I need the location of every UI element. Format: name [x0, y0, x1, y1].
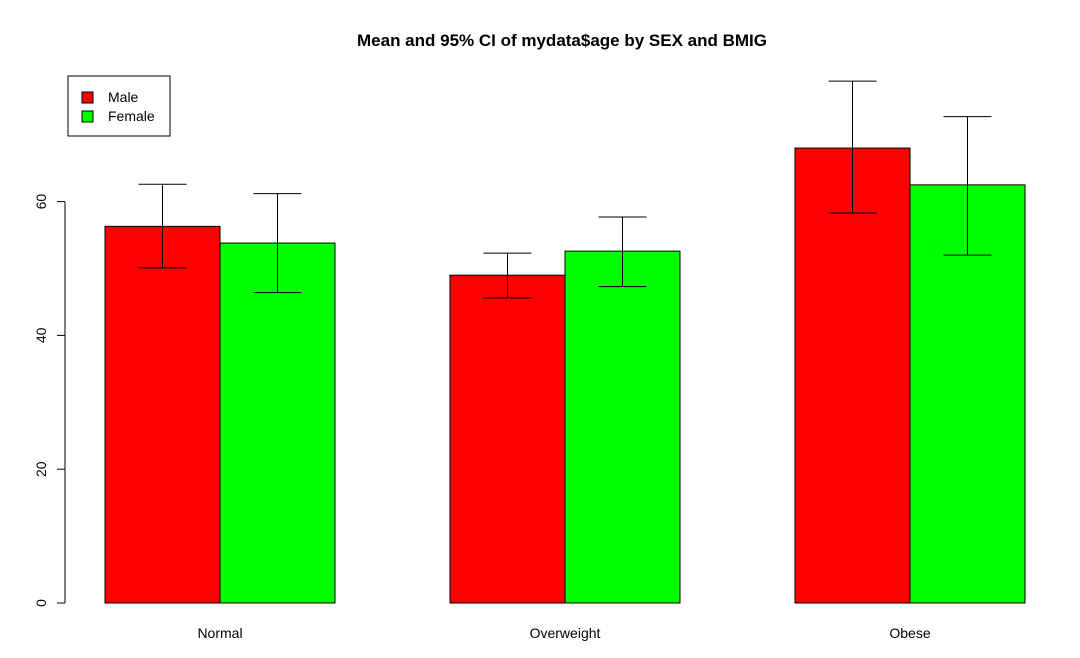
bar [564, 250, 681, 604]
y-axis: 0 20 40 60 [33, 194, 66, 607]
legend-label: Male [108, 89, 139, 105]
legend-label: Female [108, 108, 155, 124]
x-axis: Normal Overweight Obese [197, 625, 930, 641]
chart-title: Mean and 95% CI of mydata$age by SEX and… [357, 31, 767, 50]
y-tick-label: 0 [33, 599, 49, 607]
x-tick-label: Overweight [530, 625, 601, 641]
y-tick-label: 40 [33, 327, 49, 343]
bar [219, 242, 336, 604]
bar [794, 147, 911, 604]
x-tick-label: Obese [889, 625, 930, 641]
legend: Male Female [67, 75, 171, 137]
bar [449, 274, 566, 604]
legend-swatch [81, 110, 94, 123]
plot-area [104, 80, 1026, 604]
bar [104, 225, 221, 604]
y-tick-label: 20 [33, 461, 49, 477]
x-tick-label: Normal [197, 625, 242, 641]
y-tick-label: 60 [33, 194, 49, 210]
legend-swatch [81, 91, 94, 104]
legend-box [67, 75, 171, 137]
